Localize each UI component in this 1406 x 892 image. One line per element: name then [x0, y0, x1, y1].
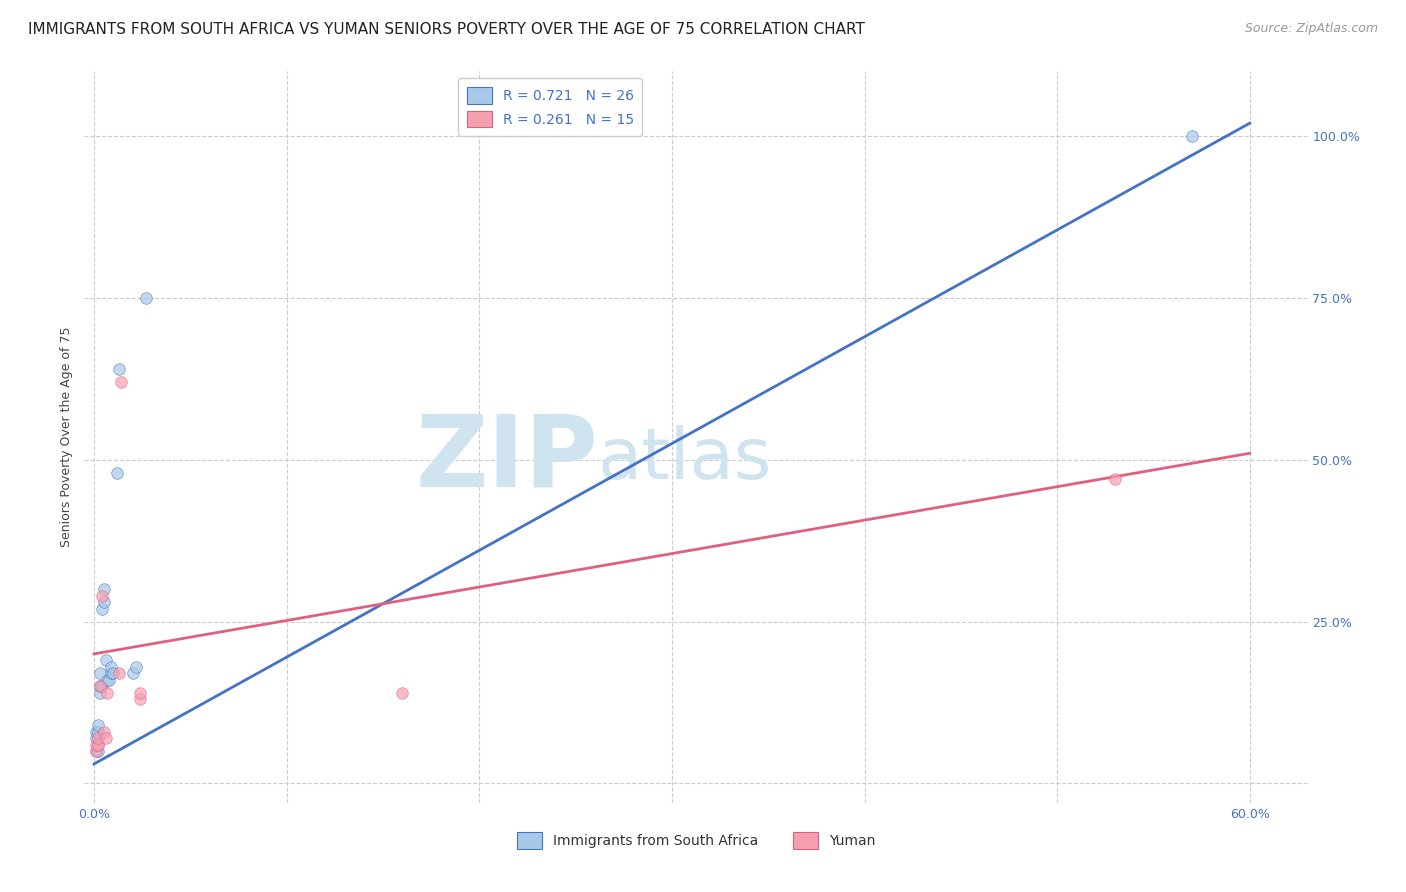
- Point: [98, 673, 121, 687]
- Point: [84, 744, 107, 758]
- Y-axis label: Seniors Poverty Over the Age of 75: Seniors Poverty Over the Age of 75: [60, 326, 73, 548]
- Point: [135, 291, 157, 305]
- Point: [93, 724, 115, 739]
- Text: IMMIGRANTS FROM SOUTH AFRICA VS YUMAN SENIORS POVERTY OVER THE AGE OF 75 CORRELA: IMMIGRANTS FROM SOUTH AFRICA VS YUMAN SE…: [28, 22, 865, 37]
- Point: [90, 601, 112, 615]
- Text: ZIP: ZIP: [415, 410, 598, 508]
- Point: [391, 686, 413, 700]
- Point: [84, 738, 107, 752]
- Point: [87, 731, 110, 745]
- Point: [108, 362, 131, 376]
- Point: [96, 673, 118, 687]
- Point: [90, 589, 112, 603]
- Point: [100, 666, 122, 681]
- Point: [100, 660, 122, 674]
- Point: [87, 744, 110, 758]
- Point: [87, 738, 110, 752]
- Point: [94, 731, 117, 745]
- Point: [84, 731, 107, 745]
- Point: [129, 692, 152, 706]
- Point: [84, 724, 107, 739]
- Point: [89, 686, 111, 700]
- Point: [93, 595, 115, 609]
- Point: [89, 679, 111, 693]
- Point: [89, 666, 111, 681]
- Point: [87, 724, 110, 739]
- Point: [87, 738, 110, 752]
- Point: [87, 718, 110, 732]
- Point: [96, 686, 118, 700]
- Point: [94, 653, 117, 667]
- Point: [84, 744, 107, 758]
- Point: [129, 686, 152, 700]
- Point: [90, 679, 112, 693]
- Point: [125, 660, 148, 674]
- Text: Source: ZipAtlas.com: Source: ZipAtlas.com: [1244, 22, 1378, 36]
- Point: [1181, 129, 1204, 144]
- Point: [103, 666, 125, 681]
- Point: [108, 666, 131, 681]
- Point: [93, 582, 115, 597]
- Legend: Immigrants from South Africa, Yuman: Immigrants from South Africa, Yuman: [512, 826, 880, 855]
- Point: [121, 666, 143, 681]
- Point: [89, 679, 111, 693]
- Point: [1104, 472, 1126, 486]
- Text: atlas: atlas: [598, 425, 772, 493]
- Point: [105, 466, 128, 480]
- Point: [110, 375, 132, 389]
